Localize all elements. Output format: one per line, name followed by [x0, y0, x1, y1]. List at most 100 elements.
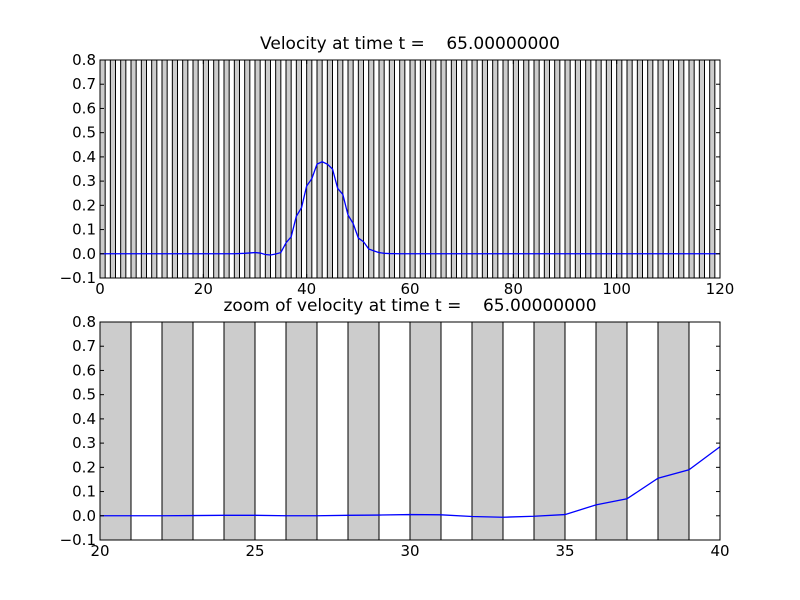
y-tick-label: 0.7 — [72, 75, 96, 93]
shaded-band — [378, 59, 385, 279]
shaded-band — [306, 59, 313, 279]
shaded-band — [275, 59, 282, 279]
shaded-band — [161, 321, 194, 541]
shaded-band — [368, 59, 375, 279]
x-tick-label: 20 — [194, 280, 213, 298]
shaded-band — [213, 59, 220, 279]
shaded-band — [574, 59, 581, 279]
shaded-band — [543, 59, 550, 279]
shaded-band — [430, 59, 437, 279]
x-tick-label: 100 — [602, 280, 631, 298]
shaded-band — [347, 321, 380, 541]
shaded-band — [99, 59, 106, 279]
x-tick-label: 80 — [504, 280, 523, 298]
y-tick-label: 0.6 — [72, 99, 96, 117]
shaded-band — [471, 321, 504, 541]
shaded-band — [564, 59, 571, 279]
y-tick-label: −0.1 — [60, 269, 96, 287]
x-tick-label: 20 — [90, 542, 109, 560]
y-tick-label: 0.3 — [72, 434, 96, 452]
shaded-band — [595, 321, 628, 541]
y-tick-label: 0.6 — [72, 361, 96, 379]
y-tick-label: 0.1 — [72, 221, 96, 239]
shaded-band — [585, 59, 592, 279]
shaded-band — [698, 59, 705, 279]
shaded-band — [316, 59, 323, 279]
shaded-band — [192, 59, 199, 279]
velocity-plot: 0 20 40 60 80 100 120 −0.1 0.0 0.1 0.2 0.3 0.4 0.5 0.6… — [60, 34, 735, 298]
shaded-band — [595, 59, 602, 279]
shaded-band — [347, 59, 354, 279]
shaded-band — [533, 59, 540, 279]
x-tick-label: 40 — [297, 280, 316, 298]
shaded-band — [151, 59, 158, 279]
shaded-band — [554, 59, 561, 279]
shaded-band — [688, 59, 695, 279]
shaded-band — [233, 59, 240, 279]
zoom-velocity-plot: 20 25 30 35 40 −0.1 0.0 0.1 0.2 0.3 0.4 0.5 0.6 0.7 0.… — [60, 296, 730, 560]
shaded-band — [657, 59, 664, 279]
y-tick-label: −0.1 — [60, 531, 96, 549]
shaded-band — [99, 321, 132, 541]
shaded-band — [171, 59, 178, 279]
y-tick-label: 0.5 — [72, 386, 96, 404]
shaded-band — [481, 59, 489, 279]
velocity-line — [100, 446, 721, 518]
shaded-band — [399, 59, 406, 279]
shaded-band — [440, 59, 447, 279]
y-tick-label: 0.5 — [72, 124, 96, 142]
shaded-band — [388, 59, 396, 279]
shaded-band — [667, 59, 674, 279]
shaded-band — [223, 59, 230, 279]
shaded-band — [337, 59, 344, 279]
shaded-band — [254, 59, 261, 279]
x-tick-label: 35 — [555, 542, 574, 560]
shaded-band — [461, 59, 468, 279]
shaded-band — [502, 59, 509, 279]
y-tick-label: 0.7 — [72, 337, 96, 355]
shaded-band — [130, 59, 137, 279]
shaded-band — [264, 59, 272, 279]
shaded-band — [678, 59, 685, 279]
shaded-band — [657, 321, 690, 541]
shaded-band — [450, 59, 458, 279]
shaded-band — [523, 59, 530, 279]
velocity-line — [100, 161, 720, 256]
x-tick-label: 25 — [245, 542, 264, 560]
shaded-band — [182, 59, 189, 279]
shaded-band — [636, 59, 643, 279]
shaded-band — [120, 59, 127, 279]
x-tick-label: 120 — [706, 280, 735, 298]
shaded-band — [357, 59, 365, 279]
shaded-band — [409, 321, 442, 541]
shaded-band — [512, 59, 519, 279]
shaded-band — [492, 59, 499, 279]
y-tick-label: 0.3 — [72, 172, 96, 190]
y-tick-label: 0.0 — [72, 507, 96, 525]
shaded-band — [533, 321, 566, 541]
shaded-band — [140, 59, 147, 279]
shaded-band — [223, 321, 256, 541]
shaded-band — [202, 59, 209, 279]
shaded-band — [419, 59, 427, 279]
shaded-band — [295, 59, 303, 279]
shaded-band — [409, 59, 416, 279]
shaded-band — [285, 59, 292, 279]
x-tick-label: 60 — [400, 280, 419, 298]
plot-title: zoom of velocity at time t = 65.00000000 — [223, 296, 596, 316]
shaded-band — [616, 59, 623, 279]
y-tick-label: 0.0 — [72, 245, 96, 263]
shaded-band — [709, 59, 716, 279]
shaded-band — [244, 59, 251, 279]
y-tick-label: 0.2 — [72, 196, 96, 214]
shaded-band — [605, 59, 612, 279]
x-tick-label: 30 — [400, 542, 419, 560]
y-tick-label: 0.8 — [72, 313, 96, 331]
y-tick-label: 0.4 — [72, 410, 96, 428]
shaded-band — [471, 59, 478, 279]
x-tick-label: 40 — [710, 542, 729, 560]
y-tick-label: 0.4 — [72, 148, 96, 166]
shaded-band — [109, 59, 117, 279]
shaded-band — [647, 59, 654, 279]
